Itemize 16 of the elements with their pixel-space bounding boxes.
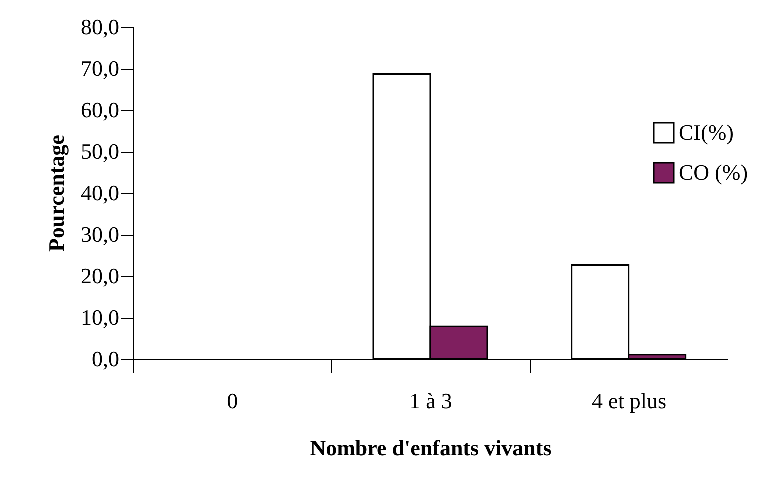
x-tick-label: 0 bbox=[227, 388, 238, 414]
y-tick-label: 0,0 bbox=[92, 346, 120, 372]
y-tick-label: 60,0 bbox=[81, 98, 120, 122]
y-tick-label: 80,0 bbox=[81, 14, 120, 40]
y-tick-label: 20,0 bbox=[81, 264, 120, 288]
y-tick-label: 30,0 bbox=[81, 222, 120, 247]
x-tick-label: 1 à 3 bbox=[410, 388, 452, 414]
y-axis-title: Pourcentage bbox=[44, 134, 69, 252]
y-tick-label: 50,0 bbox=[81, 139, 120, 164]
legend-label: CI(%) bbox=[679, 120, 734, 145]
y-tick-label: 70,0 bbox=[81, 56, 120, 81]
y-tick-label: 10,0 bbox=[81, 305, 120, 330]
x-axis-title: Nombre d'enfants vivants bbox=[310, 436, 552, 460]
x-tick-label: 4 et plus bbox=[592, 388, 667, 414]
y-tick-label: 40,0 bbox=[81, 180, 120, 206]
legend-label: CO (%) bbox=[679, 160, 748, 185]
